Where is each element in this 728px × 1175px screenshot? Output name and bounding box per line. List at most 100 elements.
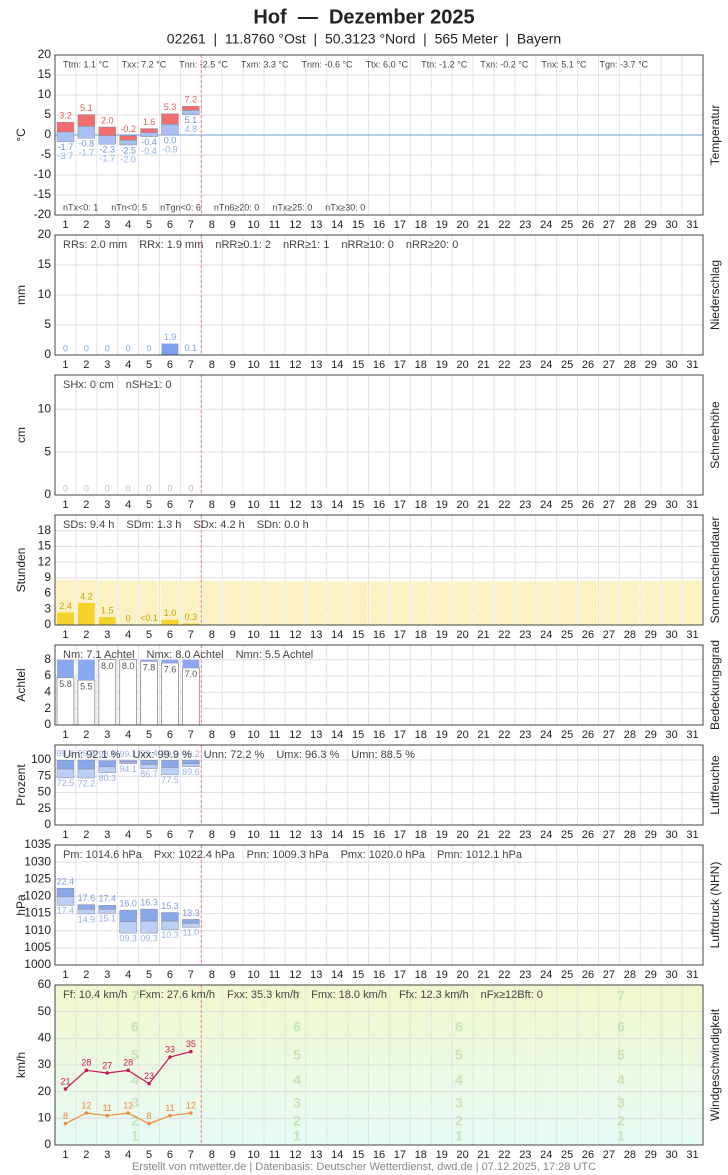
x-tick-label: 9	[230, 829, 236, 841]
x-tick-label: 15	[352, 1149, 364, 1161]
x-tick-label: 3	[104, 499, 110, 511]
x-tick-label: 24	[540, 499, 552, 511]
possible-bar	[327, 581, 347, 625]
possible-bar	[285, 581, 305, 625]
summary-stat: Umx: 96.3 %	[276, 749, 339, 761]
x-tick-label: 6	[167, 829, 173, 841]
range-bar-upper	[182, 105, 200, 111]
subtitle: 02261 | 11.8760 °Ost | 50.3123 °Nord | 5…	[167, 31, 561, 47]
x-tick-label: 18	[415, 629, 427, 641]
summary-stat: Ttm: 1.1 °C	[63, 59, 109, 69]
x-tick-label: 16	[373, 1149, 385, 1161]
data-label: 99.1	[119, 749, 137, 759]
summary-stat: Nm: 7.1 Achtel	[63, 649, 135, 661]
x-tick-label: 8	[209, 969, 215, 981]
x-tick-label: 27	[603, 219, 615, 231]
x-tick-label: 19	[436, 359, 448, 371]
bar	[77, 603, 95, 625]
data-label: 0	[84, 483, 89, 493]
x-tick-label: 8	[209, 499, 215, 511]
panel-label: Sonnenscheindauer	[708, 517, 722, 624]
x-tick-label: 3	[104, 829, 110, 841]
summary-stat: nTn<0: 5	[111, 202, 147, 212]
x-tick-label: 12	[289, 359, 301, 371]
x-tick-label: 23	[519, 729, 531, 741]
x-tick-label: 10	[247, 969, 259, 981]
x-tick-label: 27	[603, 1149, 615, 1161]
range-bar-upper	[161, 912, 179, 922]
data-label: 2.0	[101, 115, 114, 125]
x-tick-label: 23	[519, 499, 531, 511]
x-tick-label: 19	[436, 219, 448, 231]
x-tick-label: 23	[519, 969, 531, 981]
x-tick-label: 17	[394, 499, 406, 511]
x-tick-label: 29	[645, 729, 657, 741]
data-label: 89.6	[182, 767, 200, 777]
panel-label: Luftfeuchte	[708, 755, 722, 815]
x-tick-label: 16	[373, 219, 385, 231]
y-tick-label: 0	[44, 487, 51, 501]
data-label: 80.3	[98, 773, 116, 783]
y-axis-label: Prozent	[14, 764, 28, 806]
possible-bar	[578, 581, 598, 625]
x-tick-label: 4	[125, 359, 131, 371]
data-label: 12	[123, 1100, 133, 1110]
x-tick-label: 22	[498, 359, 510, 371]
y-tick-label: 12	[38, 554, 52, 568]
possible-bar	[662, 580, 682, 625]
x-tick-label: 31	[686, 359, 698, 371]
x-tick-label: 5	[146, 359, 152, 371]
x-tick-label: 6	[167, 499, 173, 511]
x-tick-label: 2	[83, 499, 89, 511]
range-bar-upper	[98, 126, 116, 136]
panel-label: Temperatur	[708, 105, 722, 166]
y-tick-label: 20	[38, 1084, 52, 1098]
x-tick-label: 7	[188, 499, 194, 511]
x-tick-label: 12	[289, 499, 301, 511]
summary-stat: Tgn: -3.7 °C	[600, 59, 649, 69]
x-tick-label: 21	[477, 359, 489, 371]
x-tick-label: 7	[188, 969, 194, 981]
x-tick-label: 28	[624, 219, 636, 231]
range-bar-lower	[98, 909, 116, 914]
y-axis-label: cm	[14, 427, 28, 443]
range-bar-lower	[119, 921, 137, 934]
x-tick-label: 5	[146, 499, 152, 511]
x-tick-label: 20	[456, 359, 468, 371]
y-tick-label: -20	[34, 207, 52, 221]
data-label: -3.7	[58, 151, 74, 161]
beaufort-label: 7	[131, 988, 139, 1004]
data-label: 8.0	[122, 661, 135, 671]
x-tick-label: 23	[519, 219, 531, 231]
x-tick-label: 8	[209, 829, 215, 841]
x-tick-label: 19	[436, 499, 448, 511]
possible-bar	[97, 580, 117, 625]
x-tick-label: 9	[230, 359, 236, 371]
x-tick-label: 9	[230, 499, 236, 511]
data-label: 33	[165, 1044, 175, 1054]
x-tick-label: 24	[540, 969, 552, 981]
y-tick-label: 10	[38, 401, 52, 415]
range-bar-upper	[140, 128, 158, 133]
range-bar-upper	[140, 908, 158, 922]
data-label: -0.4	[141, 137, 157, 147]
x-tick-label: 30	[666, 359, 678, 371]
x-tick-label: 18	[415, 359, 427, 371]
x-tick-label: 13	[310, 219, 322, 231]
summary-stat: Ff: 10.4 km/h	[63, 989, 127, 1001]
summary-stat: Ffx: 12.3 km/h	[399, 989, 469, 1001]
y-tick-label: 0	[44, 617, 51, 631]
x-tick-label: 20	[456, 1149, 468, 1161]
x-tick-label: 10	[247, 499, 259, 511]
beaufort-label: 3	[293, 1095, 301, 1111]
y-axis-label: Stunden	[14, 548, 28, 593]
y-tick-label: 4	[44, 685, 51, 699]
data-label: 72.5	[57, 778, 75, 788]
x-tick-label: 10	[247, 1149, 259, 1161]
x-tick-label: 15	[352, 499, 364, 511]
data-label: 3.2	[59, 111, 72, 121]
x-tick-label: 4	[125, 829, 131, 841]
summary-stat: Fmx: 18.0 km/h	[311, 989, 387, 1001]
plot-border	[54, 374, 704, 496]
data-label: 12	[186, 1100, 196, 1110]
